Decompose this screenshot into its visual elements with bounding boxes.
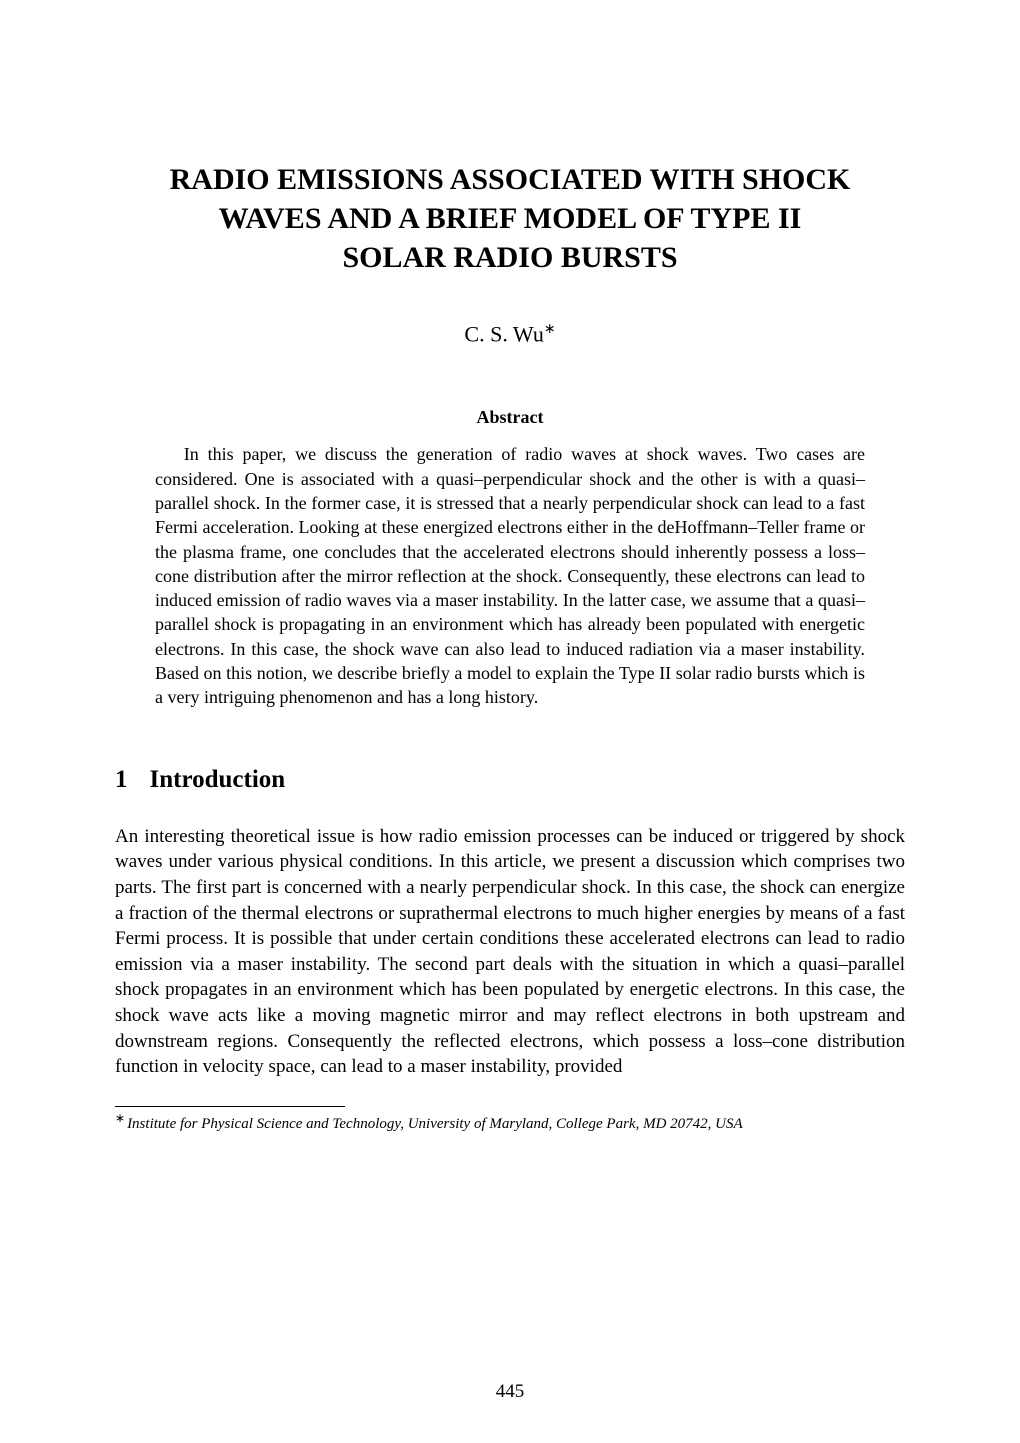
abstract-heading: Abstract xyxy=(115,407,905,428)
page: RADIO EMISSIONS ASSOCIATED WITH SHOCK WA… xyxy=(0,0,1020,1443)
section-1-title: Introduction xyxy=(150,766,286,793)
author-name: C. S. Wu xyxy=(464,321,543,346)
title-line-2: WAVES AND A BRIEF MODEL OF TYPE II xyxy=(219,202,802,235)
title-line-3: SOLAR RADIO BURSTS xyxy=(342,241,677,274)
author-footnote-marker: ∗ xyxy=(544,322,556,337)
footnote: ∗Institute for Physical Science and Tech… xyxy=(115,1111,905,1135)
page-number: 445 xyxy=(0,1381,1020,1403)
paper-title: RADIO EMISSIONS ASSOCIATED WITH SHOCK WA… xyxy=(115,160,905,277)
footnote-rule xyxy=(115,1106,345,1107)
section-1-body: An interesting theoretical issue is how … xyxy=(115,824,905,1080)
author-line: C. S. Wu∗ xyxy=(115,321,905,347)
section-1-number: 1 xyxy=(115,766,128,794)
footnote-text: Institute for Physical Science and Techn… xyxy=(127,1116,743,1132)
title-line-1: RADIO EMISSIONS ASSOCIATED WITH SHOCK xyxy=(170,163,851,196)
section-1-heading: 1 Introduction xyxy=(115,766,905,794)
abstract-body: In this paper, we discuss the generation… xyxy=(155,442,865,709)
footnote-marker: ∗ xyxy=(115,1111,125,1125)
